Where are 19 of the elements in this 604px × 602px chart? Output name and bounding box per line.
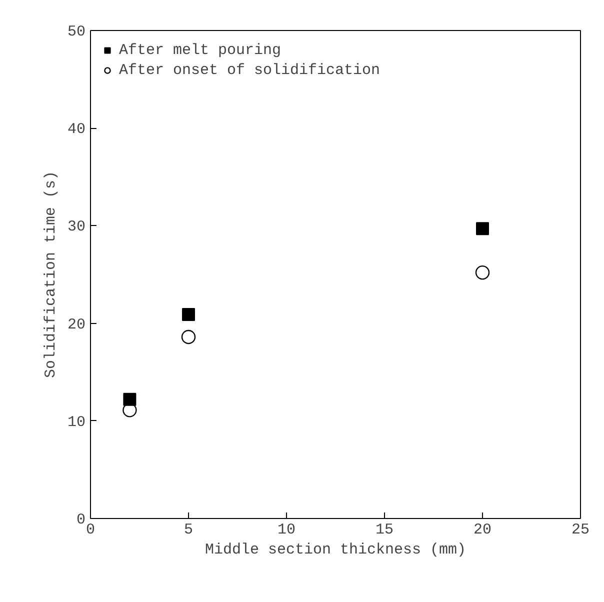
point <box>123 392 136 406</box>
x-tick-label: 5 <box>184 522 194 538</box>
x-axis-title: Middle section thickness (mm) <box>204 542 466 558</box>
y-tick-label: 10 <box>67 414 86 431</box>
x-tick-label: 15 <box>376 522 394 538</box>
legend-label: After onset of solidification <box>119 62 380 78</box>
x-tick-label: 20 <box>474 522 492 538</box>
legend-label: After melt pouring <box>119 42 282 58</box>
point <box>182 308 195 322</box>
point <box>476 222 489 236</box>
y-tick-label: 20 <box>67 316 86 334</box>
x-tick-label: 10 <box>278 522 296 538</box>
x-tick-label: 25 <box>572 522 590 538</box>
y-tick-label: 30 <box>67 218 86 236</box>
y-tick-label: 40 <box>67 121 86 138</box>
point <box>181 330 196 344</box>
y-axis-title: Solidification time (s) <box>42 170 60 378</box>
y-tick-label: 50 <box>67 24 86 40</box>
point <box>475 265 490 280</box>
